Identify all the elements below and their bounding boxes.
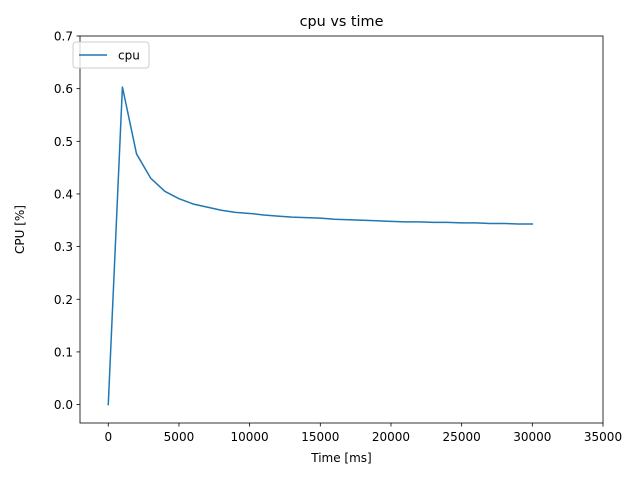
- x-tick-label: 0: [104, 430, 112, 444]
- x-tick-label: 20000: [372, 430, 410, 444]
- legend-box: [72, 41, 150, 69]
- y-axis-label: CPU [%]: [13, 205, 27, 254]
- legend: cpu: [72, 41, 150, 69]
- y-tick-label: 0.2: [54, 293, 73, 307]
- x-tick-label: 30000: [513, 430, 551, 444]
- plot-area: [80, 36, 603, 423]
- x-axis-ticks: 0 5000 10000 15000 20000 25000 30000 35000: [104, 423, 622, 444]
- y-tick-label: 0.3: [54, 240, 73, 254]
- plot-frame: [79, 35, 604, 424]
- y-tick-label: 0.1: [54, 345, 73, 359]
- y-tick-label: 0.0: [54, 398, 73, 412]
- x-tick-label: 5000: [164, 430, 195, 444]
- y-tick-label: 0.6: [54, 82, 73, 96]
- chart-title: cpu vs time: [300, 14, 384, 30]
- x-axis-label: Time [ms]: [310, 451, 372, 465]
- legend-cpu-label: cpu: [118, 49, 140, 63]
- x-tick-label: 35000: [584, 430, 622, 444]
- y-tick-label: 0.5: [54, 135, 73, 149]
- series-layer: [107, 86, 534, 406]
- y-axis-ticks: 0.0 0.1 0.2 0.3 0.4 0.5 0.6 0.7: [54, 30, 80, 412]
- series-line-cpu: [107, 86, 534, 406]
- y-tick-label: 0.4: [54, 187, 73, 201]
- x-tick-label: 10000: [231, 430, 269, 444]
- x-tick-label: 15000: [301, 430, 339, 444]
- x-tick-label: 25000: [443, 430, 481, 444]
- y-tick-label: 0.7: [54, 30, 73, 44]
